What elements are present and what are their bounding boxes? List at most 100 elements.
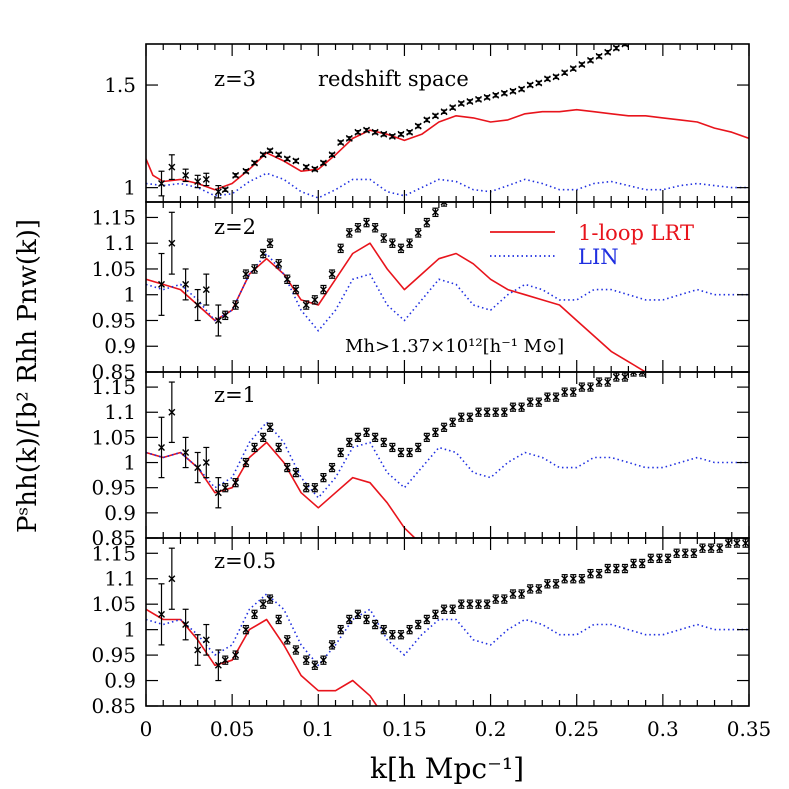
data-point <box>423 116 431 124</box>
data-point <box>168 408 176 416</box>
data-point <box>328 464 336 472</box>
data-point <box>388 239 396 247</box>
data-point <box>414 443 422 451</box>
data-point <box>371 128 379 136</box>
data-point <box>158 280 166 288</box>
data-point <box>311 484 319 492</box>
y-tick-label: 1.1 <box>104 400 136 424</box>
data-point <box>194 646 202 654</box>
data-point <box>397 448 405 456</box>
data-point <box>251 443 259 451</box>
y-tick-label: 1 <box>123 451 136 475</box>
data-points-panel-1 <box>158 194 456 337</box>
series-lines-layer <box>146 108 749 706</box>
data-point <box>509 590 517 598</box>
lrt-curve-panel-1 <box>146 242 647 372</box>
data-point <box>182 171 190 179</box>
data-point <box>406 239 414 247</box>
data-point <box>509 87 517 95</box>
data-point <box>380 438 388 446</box>
panel-label-z3: z=3 <box>214 67 256 91</box>
data-point <box>214 489 222 497</box>
data-point <box>319 474 327 482</box>
data-point <box>363 428 371 436</box>
data-point <box>535 79 543 87</box>
data-point <box>182 280 190 288</box>
data-point <box>202 636 210 644</box>
data-point <box>319 159 327 167</box>
data-point <box>202 286 210 294</box>
data-point <box>292 286 300 294</box>
data-point <box>440 202 448 206</box>
data-point <box>724 539 732 547</box>
lrt-curve-panel-0 <box>146 108 749 191</box>
data-point <box>630 559 638 567</box>
data-point <box>363 126 371 134</box>
data-point <box>664 554 672 562</box>
data-point <box>518 85 526 93</box>
data-point <box>475 408 483 416</box>
data-point <box>214 188 222 196</box>
data-point <box>638 559 646 567</box>
data-point <box>742 539 749 547</box>
data-point <box>345 229 353 237</box>
data-point <box>595 570 603 578</box>
data-point <box>275 443 283 451</box>
data-point <box>466 600 474 608</box>
data-point <box>337 448 345 456</box>
data-point <box>292 469 300 477</box>
y-tick-label: 1 <box>123 283 136 307</box>
data-point <box>440 108 448 116</box>
data-point <box>552 580 560 588</box>
data-point <box>604 565 612 573</box>
data-point <box>440 605 448 613</box>
data-point <box>354 128 362 136</box>
data-point <box>345 615 353 623</box>
y-tick-label: 1.1 <box>104 567 136 591</box>
data-point <box>483 93 491 101</box>
data-point <box>466 97 474 105</box>
data-point <box>251 265 259 273</box>
lin-curve-panel-0 <box>146 172 749 199</box>
y-tick-label: 1.1 <box>104 231 136 255</box>
y-tick-label: 0.95 <box>91 643 136 667</box>
panel-label-z05: z=0.5 <box>214 549 276 573</box>
data-point <box>337 244 345 252</box>
data-point <box>500 89 508 97</box>
x-tick-label: 0 <box>140 717 153 741</box>
labels-layer: 11.50.850.90.9511.051.11.150.850.90.9511… <box>91 73 771 741</box>
data-point <box>182 621 190 629</box>
data-point <box>242 167 250 175</box>
data-point <box>647 554 655 562</box>
data-point <box>526 398 534 406</box>
axes-layer <box>145 43 750 707</box>
data-point <box>242 626 250 634</box>
data-point <box>561 69 569 77</box>
data-point <box>259 433 267 441</box>
data-point <box>337 138 345 146</box>
data-point <box>475 600 483 608</box>
lin-curve-panel-1 <box>146 252 749 332</box>
data-point <box>569 575 577 583</box>
data-point <box>311 296 319 304</box>
data-point <box>406 128 414 136</box>
data-point <box>561 388 569 396</box>
data-point <box>535 398 543 406</box>
data-point <box>587 56 594 64</box>
data-point <box>450 194 456 200</box>
data-point <box>475 95 483 103</box>
data-point <box>492 408 500 416</box>
lrt-curve-panel-3 <box>146 608 378 706</box>
data-point <box>388 443 396 451</box>
data-point <box>638 372 646 376</box>
data-point <box>655 554 663 562</box>
data-point <box>569 65 577 73</box>
legend-lrt-label: 1-loop LRT <box>578 221 694 245</box>
data-point <box>681 549 689 557</box>
data-point <box>621 565 629 573</box>
y-tick-label: 0.85 <box>91 360 136 384</box>
data-point <box>251 159 259 167</box>
x-tick-label: 0.25 <box>554 717 599 741</box>
data-point <box>242 459 250 467</box>
data-point <box>526 585 534 593</box>
